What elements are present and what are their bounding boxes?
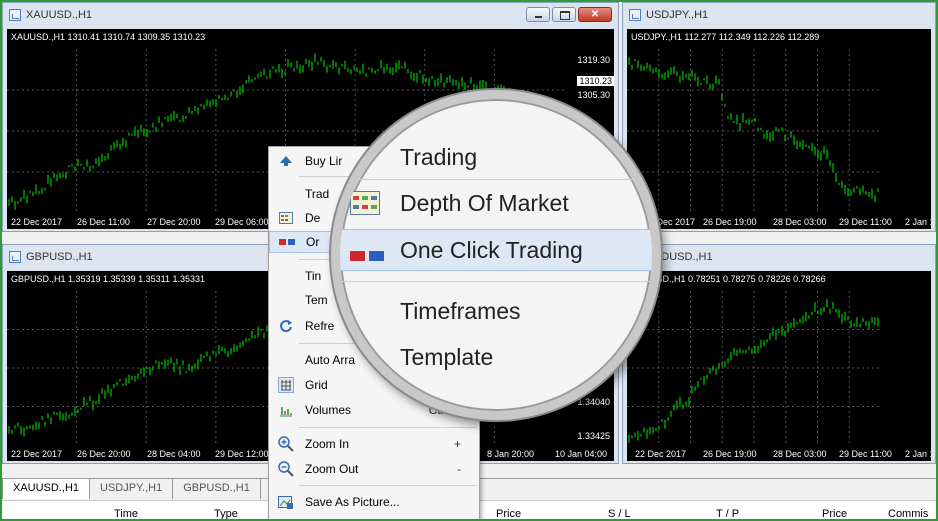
window-buttons: ✕: [526, 7, 612, 22]
window-title: USDJPY.,H1: [646, 9, 709, 21]
time-label: 29 Dec 12:00: [215, 449, 269, 459]
column-header[interactable]: Price: [496, 508, 522, 519]
column-header[interactable]: S / L: [608, 508, 631, 519]
zoomed-item-timeframes: Timeframes: [400, 297, 521, 324]
window-audusd[interactable]: AUDUSD.,H1 AUDUSD.,H1 0.78251 0.78275 0.…: [622, 244, 936, 464]
menu-item-trading[interactable]: Trad: [305, 187, 330, 201]
column-header[interactable]: Commis: [888, 508, 929, 519]
time-label: 26 Dec 20:00: [77, 449, 131, 459]
tab-gbpusd[interactable]: GBPUSD.,H1: [173, 479, 261, 499]
menu-item-zoom-in[interactable]: Zoom In +: [269, 433, 479, 455]
depth-of-market-icon: [350, 191, 380, 221]
chart-window-icon: [9, 251, 21, 263]
chart-info: USDJPY.,H1 112.277 112.349 112.226 112.2…: [631, 32, 820, 42]
zoomed-item-one-click-trading: One Click Trading: [340, 229, 652, 271]
chart-info: AUDUSD.,H1 0.78251 0.78275 0.78226 0.782…: [631, 274, 826, 284]
chart-info: XAUUSD.,H1 1310.41 1310.74 1309.35 1310.…: [11, 32, 206, 42]
price-label: 1305.30: [577, 90, 610, 100]
window-title: GBPUSD.,H1: [26, 251, 93, 263]
menu-item-zoom-out[interactable]: Zoom Out -: [269, 458, 479, 480]
volumes-icon: [273, 401, 299, 419]
price-label: 1319.30: [577, 55, 610, 65]
menu-item-auto-arrange[interactable]: Auto Arra: [305, 353, 356, 367]
time-label: 2 Jan 1: [905, 217, 931, 227]
price-label: 1.34040: [577, 397, 610, 407]
zoomed-separator: [340, 179, 652, 180]
zoom-out-icon: [273, 460, 299, 478]
window-usdjpy[interactable]: USDJPY.,H1 USDJPY.,H1 112.277 112.349 11…: [622, 2, 936, 232]
one-click-trading-icon: [350, 242, 384, 269]
time-label: 29 Dec 11:00: [839, 449, 892, 459]
depth-of-market-icon: [273, 209, 299, 227]
time-label: 28 Dec 04:00: [147, 449, 201, 459]
menu-item-template[interactable]: Tem: [305, 293, 328, 307]
window-title: XAUUSD.,H1: [26, 9, 93, 21]
chart-area[interactable]: USDJPY.,H1 112.277 112.349 112.226 112.2…: [627, 29, 931, 229]
buy-limit-icon: [273, 152, 299, 170]
menu-separator: [299, 427, 477, 428]
column-header[interactable]: T / P: [716, 508, 740, 519]
time-label: 22 Dec 2017: [635, 449, 687, 459]
time-label: 2 Dec 2017: [649, 217, 696, 227]
chart-series: [627, 291, 881, 445]
magnifier-lens: Trading Depth Of Market One Click Tradin…: [331, 90, 661, 420]
one-click-trading-icon: [274, 233, 300, 251]
menu-item-timeframes[interactable]: Tin: [305, 269, 322, 283]
column-header[interactable]: Price: [822, 508, 848, 519]
window-title-bar[interactable]: AUDUSD.,H1: [623, 245, 935, 269]
menu-item-buy-limit[interactable]: Buy Lir: [269, 150, 479, 172]
menu-separator: [299, 485, 477, 486]
current-price-box: 1310.23: [577, 76, 614, 86]
time-label: 22 Dec 2017: [11, 449, 63, 459]
time-label: 8 Jan 20:00: [487, 449, 535, 459]
window-title-bar[interactable]: USDJPY.,H1: [623, 3, 935, 27]
zoomed-separator: [340, 281, 652, 282]
time-label: 26 Dec 19:00: [703, 449, 757, 459]
minimize-button[interactable]: [526, 7, 550, 22]
close-button[interactable]: ✕: [578, 7, 612, 22]
column-header[interactable]: Time: [114, 508, 139, 519]
time-label: 29 Dec 06:00: [215, 217, 269, 227]
chart-info: GBPUSD.,H1 1.35319 1.35339 1.35311 1.353…: [11, 274, 205, 284]
save-picture-icon: [273, 493, 299, 511]
chart-window-icon: [9, 9, 21, 21]
chart-area[interactable]: AUDUSD.,H1 0.78251 0.78275 0.78226 0.782…: [627, 271, 931, 461]
time-label: 29 Dec 11:00: [839, 217, 892, 227]
chart-window-icon: [629, 9, 641, 21]
maximize-button[interactable]: [552, 7, 576, 22]
menu-item-save-as-picture[interactable]: Save As Picture...: [269, 491, 479, 513]
tab-usdjpy[interactable]: USDJPY.,H1: [90, 479, 174, 499]
time-label: 2 Jan 19: [905, 449, 931, 459]
window-title-bar[interactable]: XAUUSD.,H1: [3, 3, 618, 27]
time-label: 22 Dec 2017: [11, 217, 63, 227]
menu-item-grid[interactable]: Grid: [269, 374, 479, 396]
grid-icon: [273, 376, 299, 394]
zoomed-item-depth-of-market: Depth Of Market: [340, 183, 652, 223]
time-label: 26 Dec 19:00: [703, 217, 757, 227]
time-label: 28 Dec 03:00: [773, 217, 827, 227]
tab-xauusd[interactable]: XAUUSD.,H1: [2, 478, 91, 499]
time-label: 28 Dec 03:00: [773, 449, 827, 459]
menu-item-depth-of-market[interactable]: De: [269, 207, 479, 229]
chart-series: [627, 49, 881, 213]
window-title-bar[interactable]: GBPUSD.,H1: [3, 245, 618, 269]
refresh-icon: [273, 317, 299, 335]
zoom-in-icon: [273, 435, 299, 453]
zoomed-item-template: Template: [400, 343, 494, 370]
column-header[interactable]: Type: [214, 508, 238, 519]
price-label: 1.33425: [577, 431, 610, 441]
time-label: 26 Dec 11:00: [77, 217, 130, 227]
time-label: 10 Jan 04:00: [555, 449, 608, 459]
menu-item-refresh[interactable]: Refre: [269, 315, 479, 337]
window-title: AUDUSD.,H1: [646, 251, 713, 263]
zoomed-item-trading: Trading: [400, 143, 478, 170]
time-label: 27 Dec 20:00: [147, 217, 201, 227]
